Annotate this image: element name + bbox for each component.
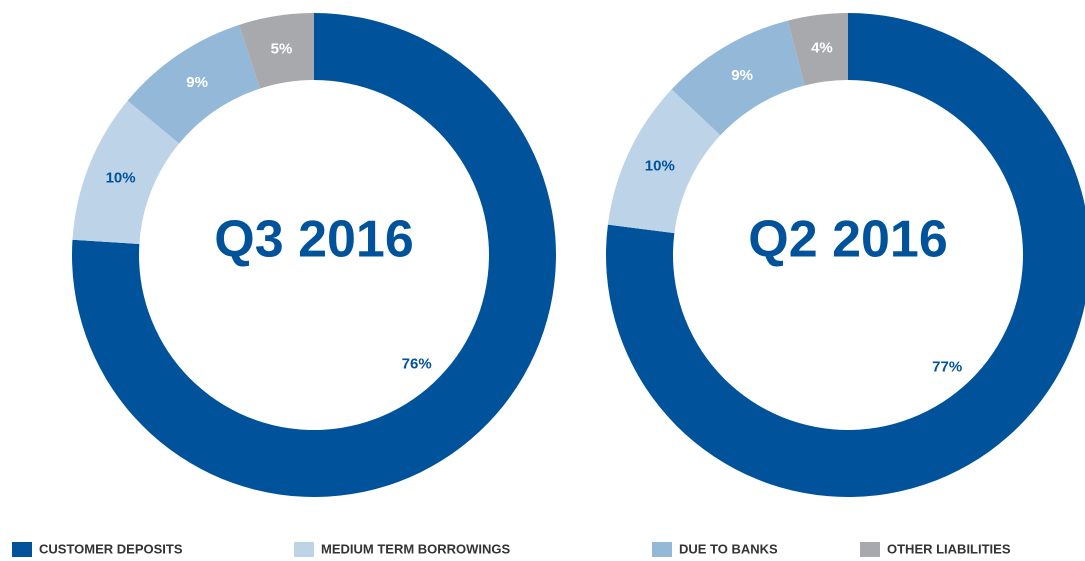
value-label: 4% bbox=[811, 40, 833, 57]
donut-segment bbox=[239, 13, 314, 89]
donut-segment bbox=[787, 13, 848, 86]
donut-segment bbox=[127, 24, 260, 144]
legend-label: MEDIUM TERM BORROWINGS bbox=[321, 541, 511, 556]
legend-label: DUE TO BANKS bbox=[679, 541, 778, 556]
legend-swatch bbox=[652, 542, 672, 557]
value-label: 76% bbox=[402, 355, 432, 372]
value-label: 77% bbox=[932, 358, 962, 375]
center-title: Q3 2016 bbox=[214, 211, 414, 269]
center-title: Q2 2016 bbox=[748, 211, 948, 269]
legend-swatch bbox=[860, 542, 880, 557]
value-label: 10% bbox=[645, 157, 675, 174]
value-label: 10% bbox=[106, 169, 136, 186]
donut-segment bbox=[607, 89, 721, 234]
value-label: 9% bbox=[731, 67, 753, 84]
donut-segment bbox=[72, 100, 180, 245]
donut-segment bbox=[671, 20, 805, 136]
legend-label: CUSTOMER DEPOSITS bbox=[39, 541, 183, 556]
legend-label: OTHER LIABILITIES bbox=[887, 541, 1011, 556]
value-label: 5% bbox=[271, 41, 293, 58]
legend-swatch bbox=[294, 542, 314, 557]
legend-swatch bbox=[12, 542, 32, 557]
value-label: 9% bbox=[186, 74, 208, 91]
